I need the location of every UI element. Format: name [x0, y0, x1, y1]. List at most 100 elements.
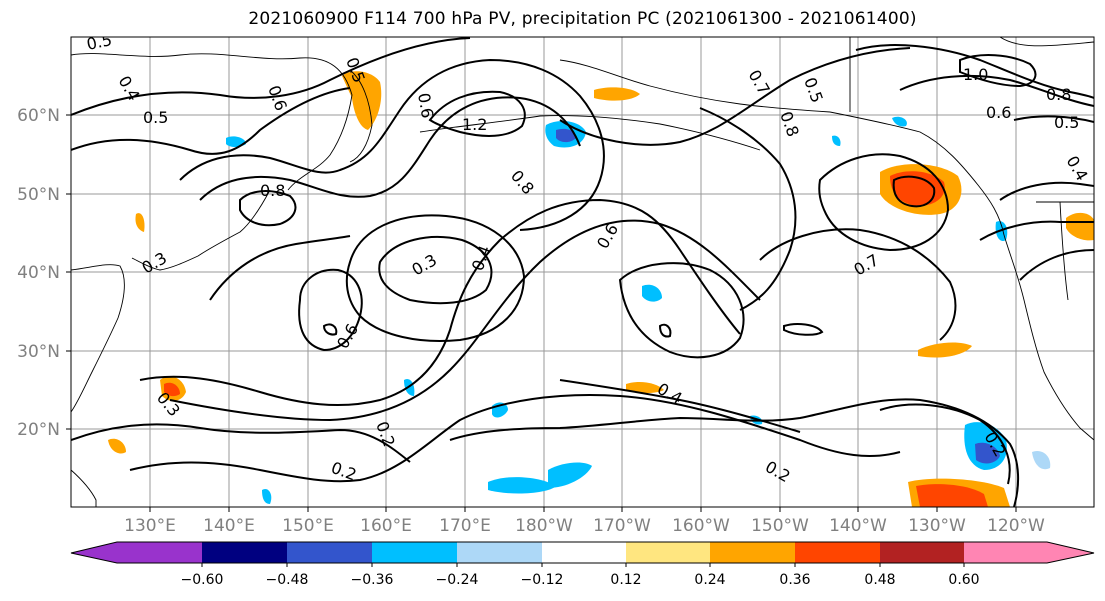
precip-blob [890, 171, 945, 206]
precip-blob [488, 477, 556, 494]
axis-ticks [66, 114, 1017, 512]
coastline-asia [71, 53, 353, 191]
precip-blob [1032, 450, 1051, 470]
pv-contour [759, 228, 957, 341]
pv-contour [1013, 115, 1094, 123]
pv-contour [449, 398, 1020, 507]
precip-blob [892, 116, 907, 127]
pv-contour [783, 323, 824, 336]
pv-contour [71, 87, 351, 155]
pv-contour [959, 54, 1037, 88]
pv-contour [618, 262, 745, 359]
precip-blob [164, 382, 180, 397]
coastline-kamchatka [349, 69, 373, 163]
colorbar-tick-label: 0.60 [948, 572, 979, 588]
contour-label: 0.6 [414, 91, 437, 119]
lon-label: 140°W [829, 516, 887, 536]
latitude-labels: 60°N 50°N 40°N 30°N 20°N [17, 106, 60, 440]
colorbar-seg [710, 542, 795, 563]
lon-label: 130°E [124, 516, 176, 536]
colorbar-seg [626, 542, 710, 563]
colorbar: −0.60 −0.48 −0.36 −0.24 −0.12 0.12 0.24 … [70, 541, 1095, 588]
lon-label: 170°E [439, 516, 491, 536]
colorbar-seg [287, 542, 372, 563]
precip-blob [594, 87, 640, 101]
contour-label: 1.2 [462, 115, 487, 134]
pv-contour [179, 58, 605, 231]
colorbar-tick-label: −0.36 [351, 572, 394, 588]
precip-blob [626, 382, 664, 393]
pv-contour [169, 219, 761, 422]
lon-label: 130°W [908, 516, 966, 536]
colorbar-tick-label: −0.24 [436, 572, 479, 588]
contour-label: 0.6 [986, 103, 1011, 122]
coastline-alaska-north [559, 59, 831, 113]
contour-label: 0.5 [143, 108, 168, 127]
pv-contour [428, 90, 526, 137]
pv-contour [209, 235, 351, 301]
pv-contour [658, 323, 672, 338]
pv-contours [71, 37, 1094, 507]
pv-contour [699, 107, 797, 311]
lat-label: 20°N [17, 420, 60, 440]
precip-blob [342, 71, 382, 130]
precip-blob [262, 488, 272, 504]
pv-contour [239, 190, 297, 227]
colorbar-seg [457, 542, 542, 563]
lat-label: 30°N [17, 342, 60, 362]
precip-blob [916, 484, 988, 507]
precip-blob [1066, 212, 1094, 241]
contour-label: 0.8 [260, 181, 285, 200]
pv-contour [899, 74, 1094, 107]
pv-contour [999, 181, 1094, 201]
lon-label: 160°W [672, 516, 730, 536]
colorbar-tick-label: −0.48 [266, 572, 309, 588]
colorbar-tick-label: −0.12 [521, 572, 564, 588]
longitude-labels: 130°E 140°E 150°E 160°E 170°E 180°W 170°… [124, 516, 1045, 536]
colorbar-seg [542, 542, 626, 563]
gridlines [71, 37, 1094, 507]
colorbar-seg [880, 542, 964, 563]
pv-contour [979, 220, 1094, 241]
pv-contour [199, 96, 581, 201]
precip-blob [642, 284, 662, 302]
pv-contour [855, 44, 1094, 99]
coastline-japan [131, 189, 271, 271]
precip-blob [108, 438, 126, 454]
lon-label: 180°W [515, 516, 573, 536]
colorbar-seg [795, 542, 880, 563]
colorbar-seg [71, 542, 202, 563]
colorbar-tick-label: 0.48 [864, 572, 895, 588]
lon-label: 160°E [360, 516, 412, 536]
precip-blob [548, 462, 592, 488]
colorbar-seg [964, 542, 1094, 563]
pv-contour [139, 198, 741, 407]
contour-label: 0.5 [1054, 113, 1079, 132]
pv-contour [71, 423, 411, 463]
lon-label: 170°W [593, 516, 651, 536]
contour-label: 0.5 [85, 30, 114, 54]
coastline-arctic [849, 37, 1094, 112]
pv-contour [559, 379, 801, 433]
colorbar-tick-label: 0.24 [694, 572, 725, 588]
pv-contour [892, 175, 936, 208]
colorbar-tick-label: 0.36 [779, 572, 810, 588]
lon-label: 150°E [282, 516, 334, 536]
pv-contour [879, 403, 1011, 485]
pv-contour [378, 236, 493, 305]
coastline-philippines [71, 469, 97, 507]
lon-label: 140°E [203, 516, 255, 536]
coastline-alaska-gulf [829, 111, 1005, 236]
precip-blob [918, 342, 972, 358]
lat-label: 50°N [17, 185, 60, 205]
pv-contour [71, 37, 471, 116]
pv-contour [322, 323, 338, 336]
precip-blob [832, 135, 841, 146]
precip-blob [556, 128, 576, 143]
lat-label: 60°N [17, 106, 60, 126]
lat-label: 40°N [17, 263, 60, 283]
pv-contour [1019, 249, 1094, 281]
pv-contour [818, 153, 950, 252]
precip-blob [135, 213, 145, 232]
